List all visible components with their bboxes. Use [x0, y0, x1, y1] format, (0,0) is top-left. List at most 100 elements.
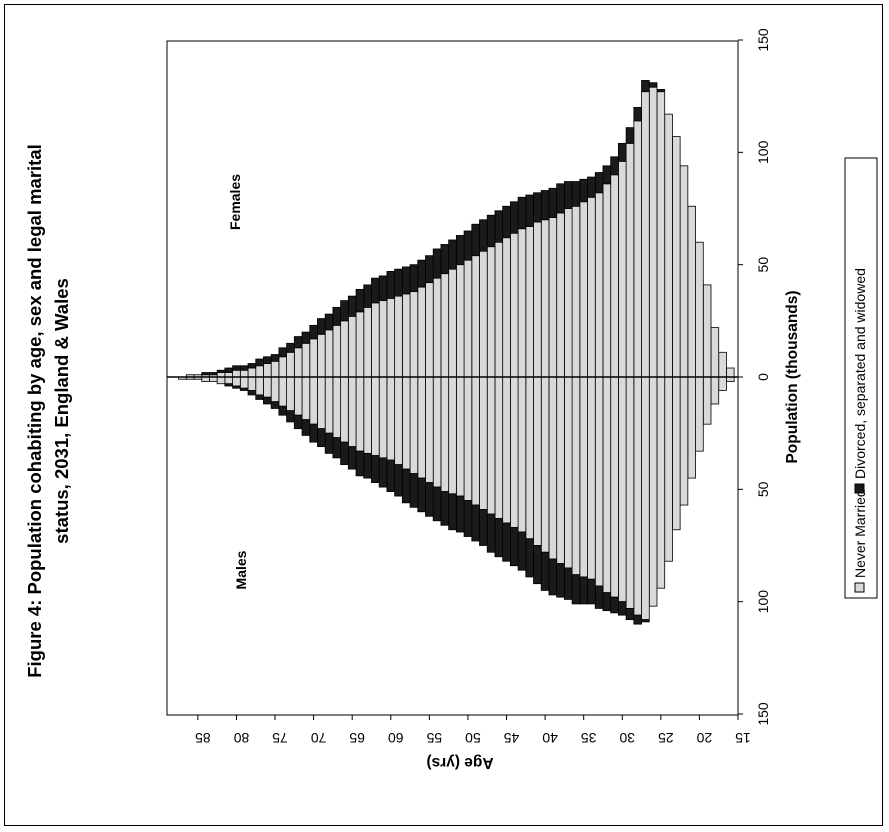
bar-females-divorced-age-63	[363, 284, 372, 308]
bar-males-divorced-age-34	[587, 578, 596, 605]
bar-females-never-married-age-58	[401, 293, 411, 378]
bar-males-divorced-age-77	[255, 394, 264, 400]
bar-females-divorced-age-38	[556, 183, 565, 214]
age-tick-label-55: 55	[426, 730, 442, 746]
bar-males-divorced-age-80	[232, 385, 241, 389]
bar-males-divorced-age-29	[625, 608, 635, 621]
bar-males-divorced-age-56	[417, 477, 426, 513]
bar-females-never-married-age-54	[432, 277, 442, 378]
bar-females-never-married-age-41	[533, 221, 542, 378]
legend-swatch-never-married	[854, 582, 865, 593]
bar-females-divorced-age-37	[563, 181, 573, 209]
bar-females-never-married-age-53	[440, 273, 450, 378]
bar-males-never-married-age-42	[525, 376, 534, 540]
bar-males-divorced-age-70	[309, 423, 318, 443]
bar-males-divorced-age-33	[594, 585, 604, 609]
bar-males-divorced-age-74	[278, 405, 288, 416]
bar-males-never-married-age-30	[617, 376, 627, 603]
bar-males-divorced-age-53	[440, 491, 450, 526]
bar-females-divorced-age-48	[479, 219, 488, 252]
bar-females-never-married-age-45	[502, 237, 511, 378]
population-tick-label: 100	[755, 140, 771, 164]
bar-females-divorced-age-68	[324, 313, 334, 331]
bar-females-never-married-age-71	[301, 342, 311, 378]
bar-females-never-married-age-55	[425, 282, 434, 378]
bar-females-never-married-age-80	[232, 369, 241, 378]
bar-males-never-married-age-55	[425, 376, 434, 483]
age-tick-label-15: 15	[735, 730, 751, 746]
bar-males-divorced-age-49	[471, 504, 480, 542]
population-tick-label: 150	[755, 28, 771, 52]
bar-males-never-married-age-54	[432, 376, 442, 488]
bar-males-never-married-age-52	[448, 376, 457, 495]
bar-males-divorced-age-68	[324, 432, 334, 454]
bar-females-never-married-age-35	[579, 201, 588, 378]
bar-females-never-married-age-39	[548, 217, 558, 378]
legend-swatch-divorced	[854, 483, 865, 494]
bar-females-never-married-age-50	[463, 259, 473, 378]
bar-males-never-married-age-45	[502, 376, 511, 524]
bar-females-never-married-age-30	[617, 160, 627, 378]
bar-females-divorced-age-40	[540, 190, 550, 221]
bar-males-never-married-age-51	[455, 376, 465, 497]
bar-males-divorced-age-42	[525, 538, 534, 578]
bar-males-divorced-age-75	[270, 401, 280, 409]
bar-males-never-married-age-68	[324, 376, 334, 434]
bar-males-divorced-age-39	[548, 558, 558, 596]
bar-males-never-married-age-72	[293, 376, 303, 416]
bar-males-never-married-age-56	[417, 376, 426, 479]
age-tick-label-65: 65	[349, 730, 365, 746]
bar-males-never-married-age-49	[471, 376, 480, 506]
legend-label-divorced: Divorced, separated and widowed	[852, 268, 868, 479]
bar-females-divorced-age-29	[625, 127, 635, 144]
bar-females-divorced-age-67	[332, 306, 342, 326]
bar-males-divorced-age-64	[355, 450, 365, 477]
bar-females-divorced-age-73	[286, 342, 295, 353]
bar-females-divorced-age-31	[610, 156, 619, 176]
bar-males-divorced-age-30	[617, 601, 627, 616]
bar-females-never-married-age-32	[602, 183, 612, 378]
age-tick-label-35: 35	[581, 730, 597, 746]
bar-females-divorced-age-66	[340, 300, 349, 322]
bar-females-never-married-age-47	[486, 246, 496, 378]
bar-males-never-married-age-39	[548, 376, 558, 560]
bar-males-never-married-age-43	[517, 376, 527, 533]
bar-males-divorced-age-79	[239, 387, 249, 391]
bar-males-divorced-age-61	[378, 457, 388, 488]
bar-males-divorced-age-66	[340, 441, 349, 466]
bar-males-never-married-age-44	[509, 376, 519, 528]
bar-females-divorced-age-43	[517, 196, 527, 230]
bar-females-never-married-age-46	[494, 241, 504, 378]
bar-females-never-married-age-33	[594, 192, 604, 378]
bar-males-divorced-age-31	[610, 596, 619, 614]
bar-males-never-married-age-77	[255, 376, 264, 396]
bar-females-divorced-age-35	[579, 178, 588, 203]
legend: Never Married Divorced, separated and wi…	[844, 157, 878, 599]
bar-females-never-married-age-49	[471, 255, 480, 378]
bar-males-divorced-age-72	[293, 414, 303, 430]
bar-males-divorced-age-55	[425, 482, 434, 517]
population-tick-label: 50	[755, 481, 771, 497]
age-tick-label-20: 20	[696, 730, 712, 746]
bar-females-divorced-age-30	[617, 142, 627, 162]
bar-females-divorced-age-83	[209, 372, 218, 376]
bar-males-divorced-age-48	[479, 509, 488, 546]
bar-males-never-married-age-37	[563, 376, 573, 569]
bar-males-never-married-age-70	[309, 376, 318, 425]
bar-males-divorced-age-45	[502, 522, 511, 562]
bar-females-never-married-age-64	[355, 311, 365, 378]
bars-layer	[178, 80, 735, 625]
bar-males-divorced-age-69	[317, 428, 326, 448]
bar-males-divorced-age-58	[401, 468, 411, 504]
bar-males-never-married-age-78	[247, 376, 257, 391]
bar-females-never-married-age-65	[347, 315, 357, 378]
bar-females-never-married-age-37	[563, 208, 573, 378]
bar-females-never-married-age-42	[525, 226, 534, 378]
bar-males-never-married-age-48	[479, 376, 488, 510]
population-tick-label: 50	[755, 257, 771, 273]
bar-females-never-married-age-68	[324, 329, 334, 378]
bar-males-never-married-age-71	[301, 376, 311, 421]
bar-females-divorced-age-42	[525, 194, 534, 227]
bar-females-divorced-age-25	[656, 89, 666, 93]
bar-females-divorced-age-34	[587, 176, 596, 198]
